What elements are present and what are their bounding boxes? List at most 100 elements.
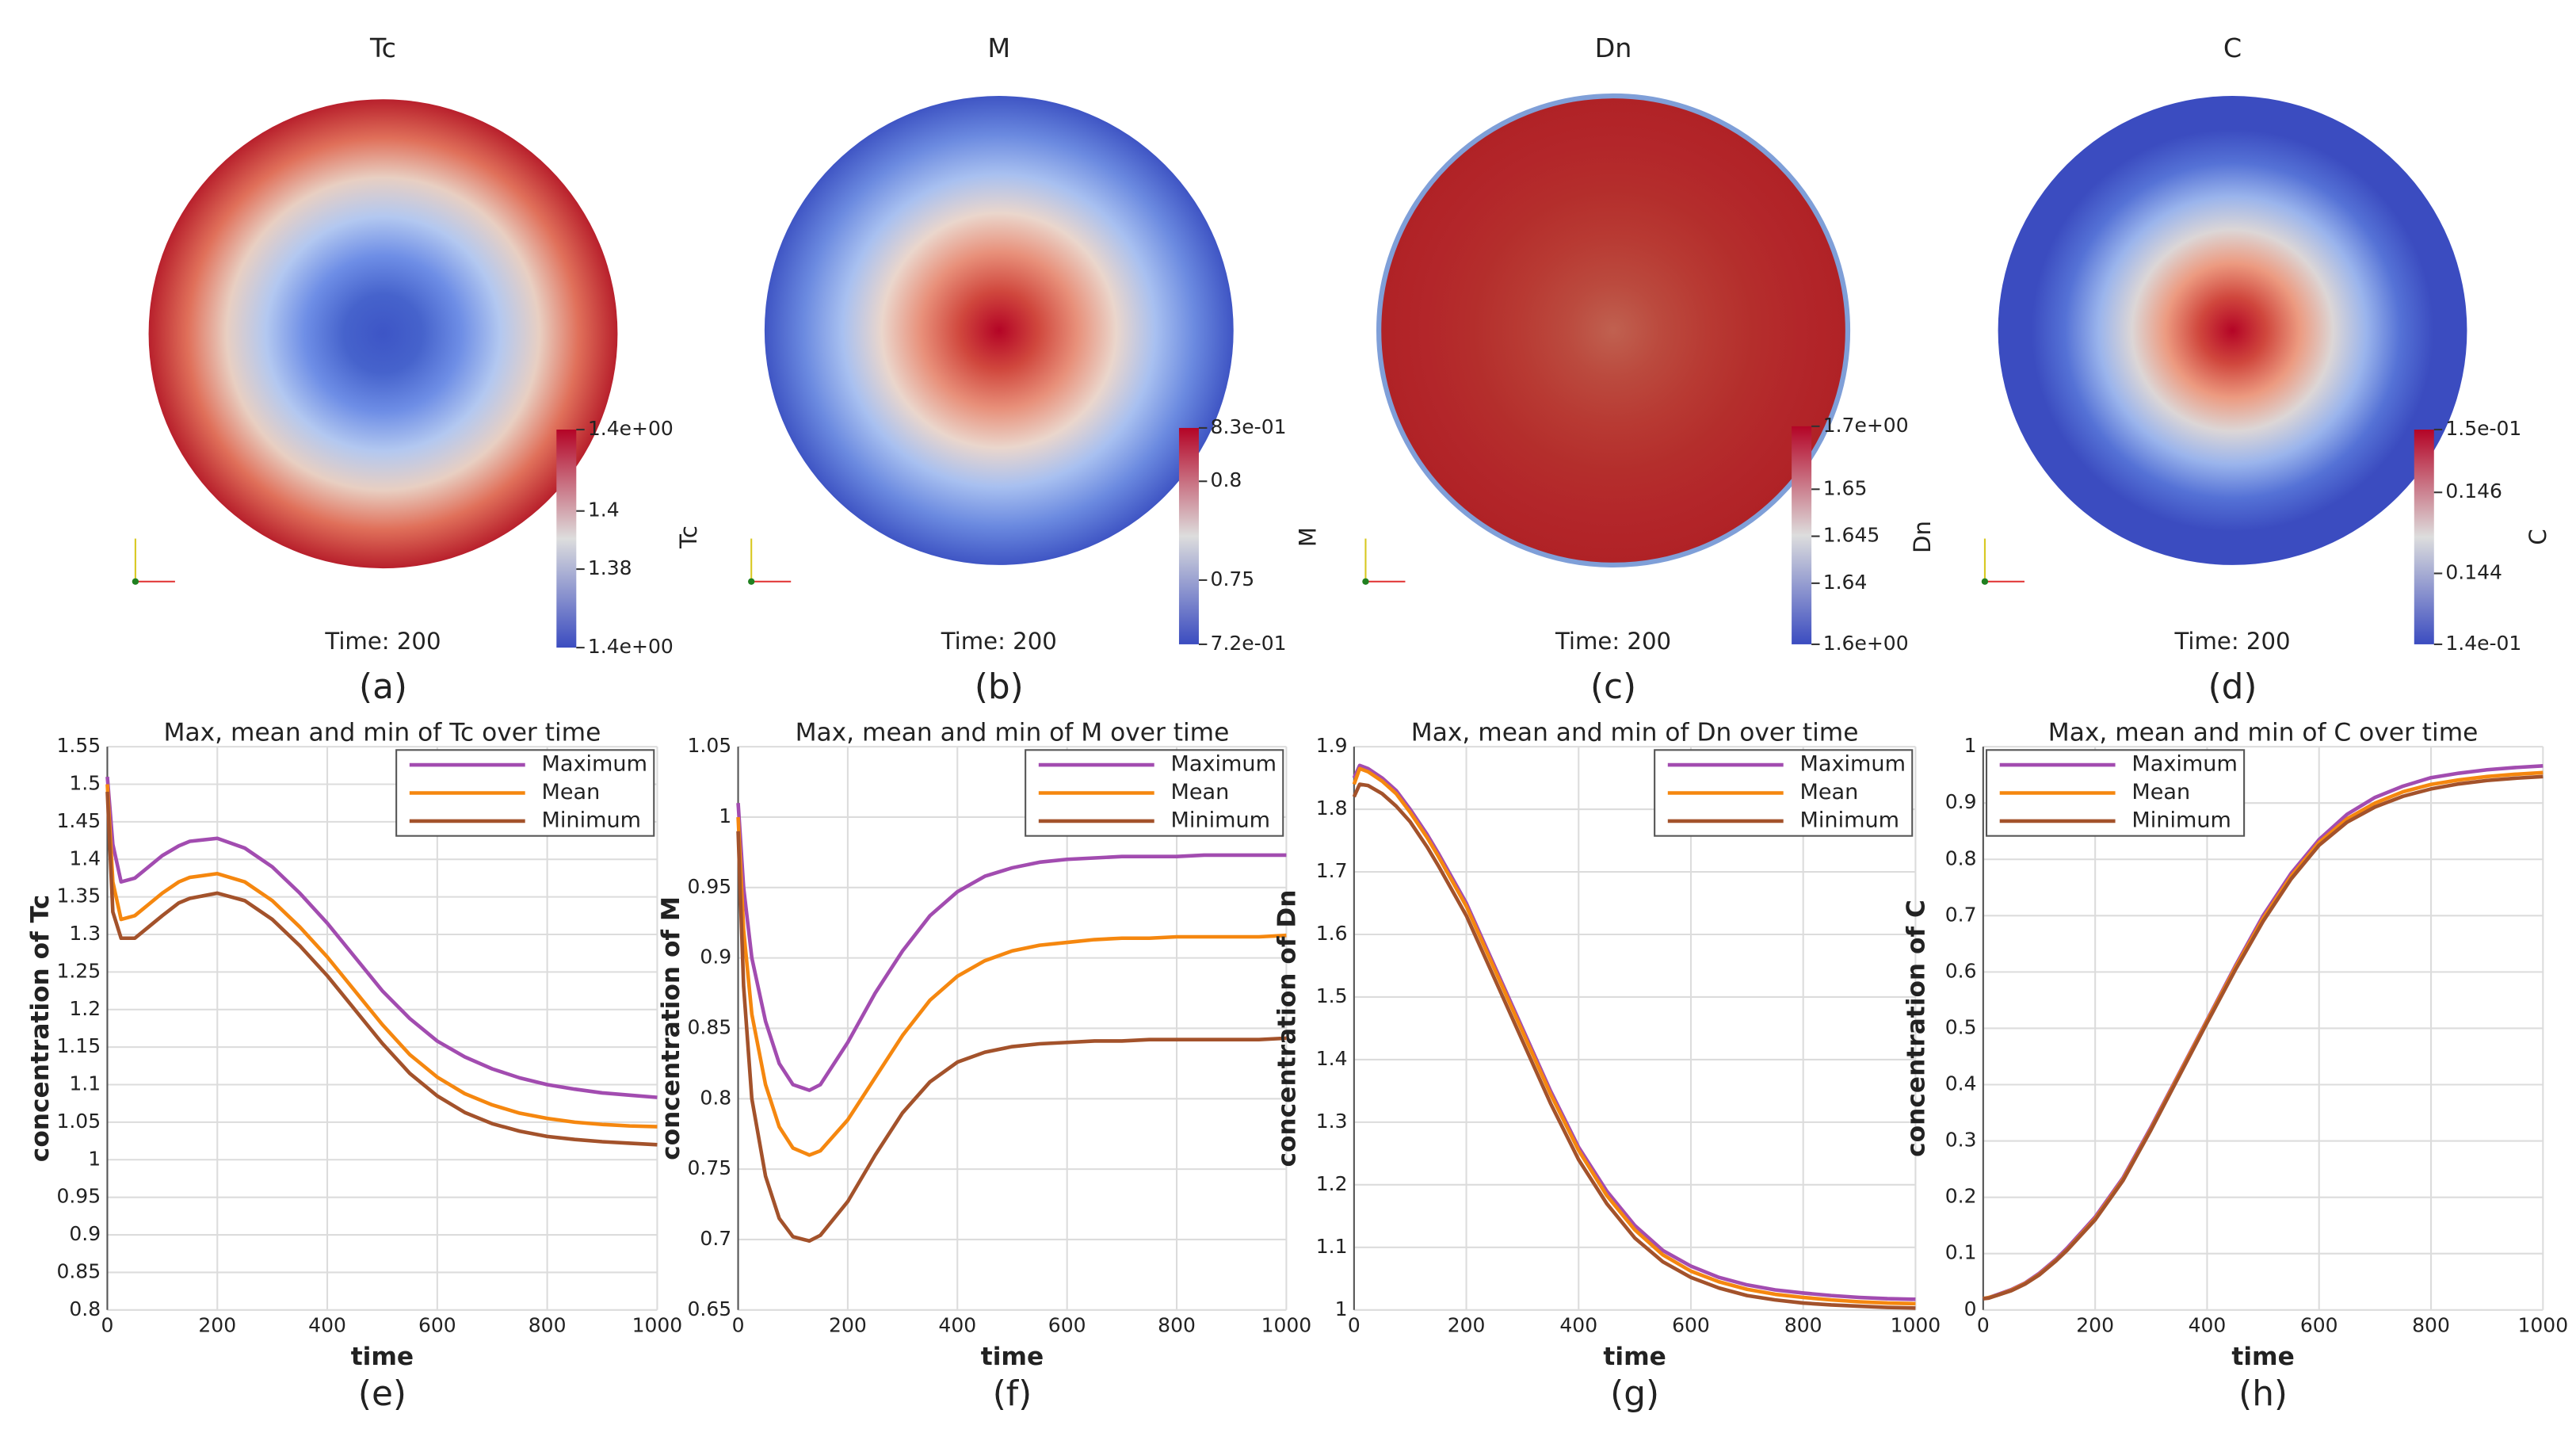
legend-label: Mean xyxy=(1800,780,1859,804)
panel-label: (d) xyxy=(2208,667,2257,707)
y-tick-label: 0.3 xyxy=(1945,1129,1977,1152)
x-tick-label: 800 xyxy=(2412,1314,2450,1337)
y-tick-label: 0.8 xyxy=(700,1086,731,1109)
field-disk xyxy=(764,96,1234,565)
colorbar xyxy=(556,430,577,648)
x-axis-label: time xyxy=(981,1343,1044,1371)
series-line xyxy=(736,816,1287,1157)
field-disk xyxy=(1998,96,2467,565)
time-label: Time: 200 xyxy=(2173,628,2290,655)
colorbar-tick-label: 0.8 xyxy=(1211,468,1242,491)
colorbar-tick-label: 1.7e+00 xyxy=(1823,414,1909,437)
x-tick-label: 600 xyxy=(1048,1314,1086,1337)
x-axis-label: time xyxy=(351,1343,414,1371)
y-tick-label: 0.6 xyxy=(1945,959,1977,982)
y-tick-label: 1 xyxy=(1964,734,1977,757)
y-tick-label: 0.8 xyxy=(1945,846,1977,869)
colorbar-title: Tc xyxy=(675,525,702,549)
x-tick-label: 0 xyxy=(101,1314,114,1337)
y-tick-label: 0 xyxy=(1964,1297,1977,1320)
field-disk xyxy=(148,99,618,569)
legend-label: Maximum xyxy=(542,752,647,777)
colorbar-tick-label: 1.64 xyxy=(1823,571,1868,594)
series-line xyxy=(736,803,1287,1092)
colorbar-title: M xyxy=(1295,527,1322,547)
y-tick-label: 1.55 xyxy=(56,734,101,757)
colorbar-title: Dn xyxy=(1909,521,1936,553)
y-tick-label: 1.15 xyxy=(56,1034,101,1057)
x-tick-label: 400 xyxy=(938,1314,976,1337)
triad-origin xyxy=(132,578,139,585)
colorbar-tick-label: 1.38 xyxy=(588,556,632,579)
y-tick-label: 0.95 xyxy=(56,1185,101,1208)
y-tick-label: 0.7 xyxy=(700,1227,731,1250)
y-tick-label: 1.2 xyxy=(1316,1172,1348,1195)
y-tick-label: 0.9 xyxy=(1945,790,1977,813)
y-axis-label: concentration of Dn xyxy=(1273,889,1302,1167)
panel-label: (g) xyxy=(1610,1374,1659,1414)
y-tick-label: 1.5 xyxy=(69,772,101,795)
y-tick-label: 0.75 xyxy=(688,1156,732,1179)
legend-label: Mean xyxy=(1171,780,1230,804)
series-line xyxy=(736,831,1287,1244)
series-line xyxy=(1352,782,1916,1310)
y-tick-label: 0.7 xyxy=(1945,903,1977,926)
panel-label: (b) xyxy=(975,667,1024,707)
colorbar-tick-label: 1.5e-01 xyxy=(2445,417,2521,440)
colorbar-tick-label: 1.645 xyxy=(1823,524,1880,547)
series-line xyxy=(105,784,658,1129)
colorbar-tick-label: 0.146 xyxy=(2445,480,2502,502)
y-tick-label: 1.6 xyxy=(1316,922,1348,945)
panel-label: (a) xyxy=(359,667,407,707)
legend-label: Maximum xyxy=(1171,752,1277,777)
x-tick-label: 600 xyxy=(2300,1314,2338,1337)
y-tick-label: 1.1 xyxy=(1316,1235,1348,1258)
disk-title: M xyxy=(987,32,1010,63)
x-tick-label: 200 xyxy=(1448,1314,1486,1337)
y-tick-label: 1 xyxy=(88,1147,101,1170)
triad-origin xyxy=(1362,578,1369,585)
x-tick-label: 0 xyxy=(1348,1314,1361,1337)
x-tick-label: 600 xyxy=(418,1314,456,1337)
legend-label: Mean xyxy=(2131,780,2190,804)
y-tick-label: 1.5 xyxy=(1316,984,1348,1007)
y-tick-label: 1.4 xyxy=(1316,1047,1348,1070)
x-tick-label: 800 xyxy=(1784,1314,1822,1337)
chart-title: Max, mean and min of M over time xyxy=(796,718,1230,747)
y-tick-label: 0.65 xyxy=(688,1297,732,1320)
triad-origin xyxy=(1981,578,1989,585)
y-tick-label: 1.45 xyxy=(56,809,101,832)
y-tick-label: 1.3 xyxy=(69,922,101,945)
colorbar xyxy=(1792,426,1812,644)
disk-title: Tc xyxy=(369,32,396,63)
x-tick-label: 400 xyxy=(308,1314,346,1337)
y-tick-label: 0.85 xyxy=(56,1259,101,1282)
x-tick-label: 400 xyxy=(2189,1314,2227,1337)
x-tick-label: 200 xyxy=(2076,1314,2114,1337)
series-line xyxy=(1983,774,2544,1301)
colorbar-tick-label: 1.4e-01 xyxy=(2445,632,2521,655)
colorbar-tick-label: 7.2e-01 xyxy=(1211,632,1287,655)
panel-label: (c) xyxy=(1590,667,1636,707)
y-tick-label: 1.05 xyxy=(56,1110,101,1133)
legend-label: Minimum xyxy=(2131,808,2231,832)
x-tick-label: 1000 xyxy=(2518,1314,2569,1337)
x-tick-label: 200 xyxy=(198,1314,236,1337)
y-tick-label: 1.35 xyxy=(56,885,101,907)
colorbar-title: C xyxy=(2524,529,2551,544)
colorbar-tick-label: 1.6e+00 xyxy=(1823,632,1909,655)
x-tick-label: 0 xyxy=(1977,1314,1990,1337)
y-tick-label: 1.2 xyxy=(69,997,101,1020)
chart-title: Max, mean and min of Tc over time xyxy=(164,718,601,747)
time-label: Time: 200 xyxy=(941,628,1057,655)
y-tick-label: 0.9 xyxy=(69,1222,101,1245)
y-tick-label: 1.3 xyxy=(1316,1110,1348,1133)
y-tick-label: 1 xyxy=(719,804,731,827)
x-tick-label: 800 xyxy=(1158,1314,1196,1337)
x-tick-label: 1000 xyxy=(632,1314,683,1337)
triad-origin xyxy=(748,578,755,585)
y-tick-label: 0.4 xyxy=(1945,1072,1977,1095)
x-tick-label: 0 xyxy=(732,1314,745,1337)
disk-title: Dn xyxy=(1595,32,1632,63)
panel-label: (e) xyxy=(358,1374,406,1414)
